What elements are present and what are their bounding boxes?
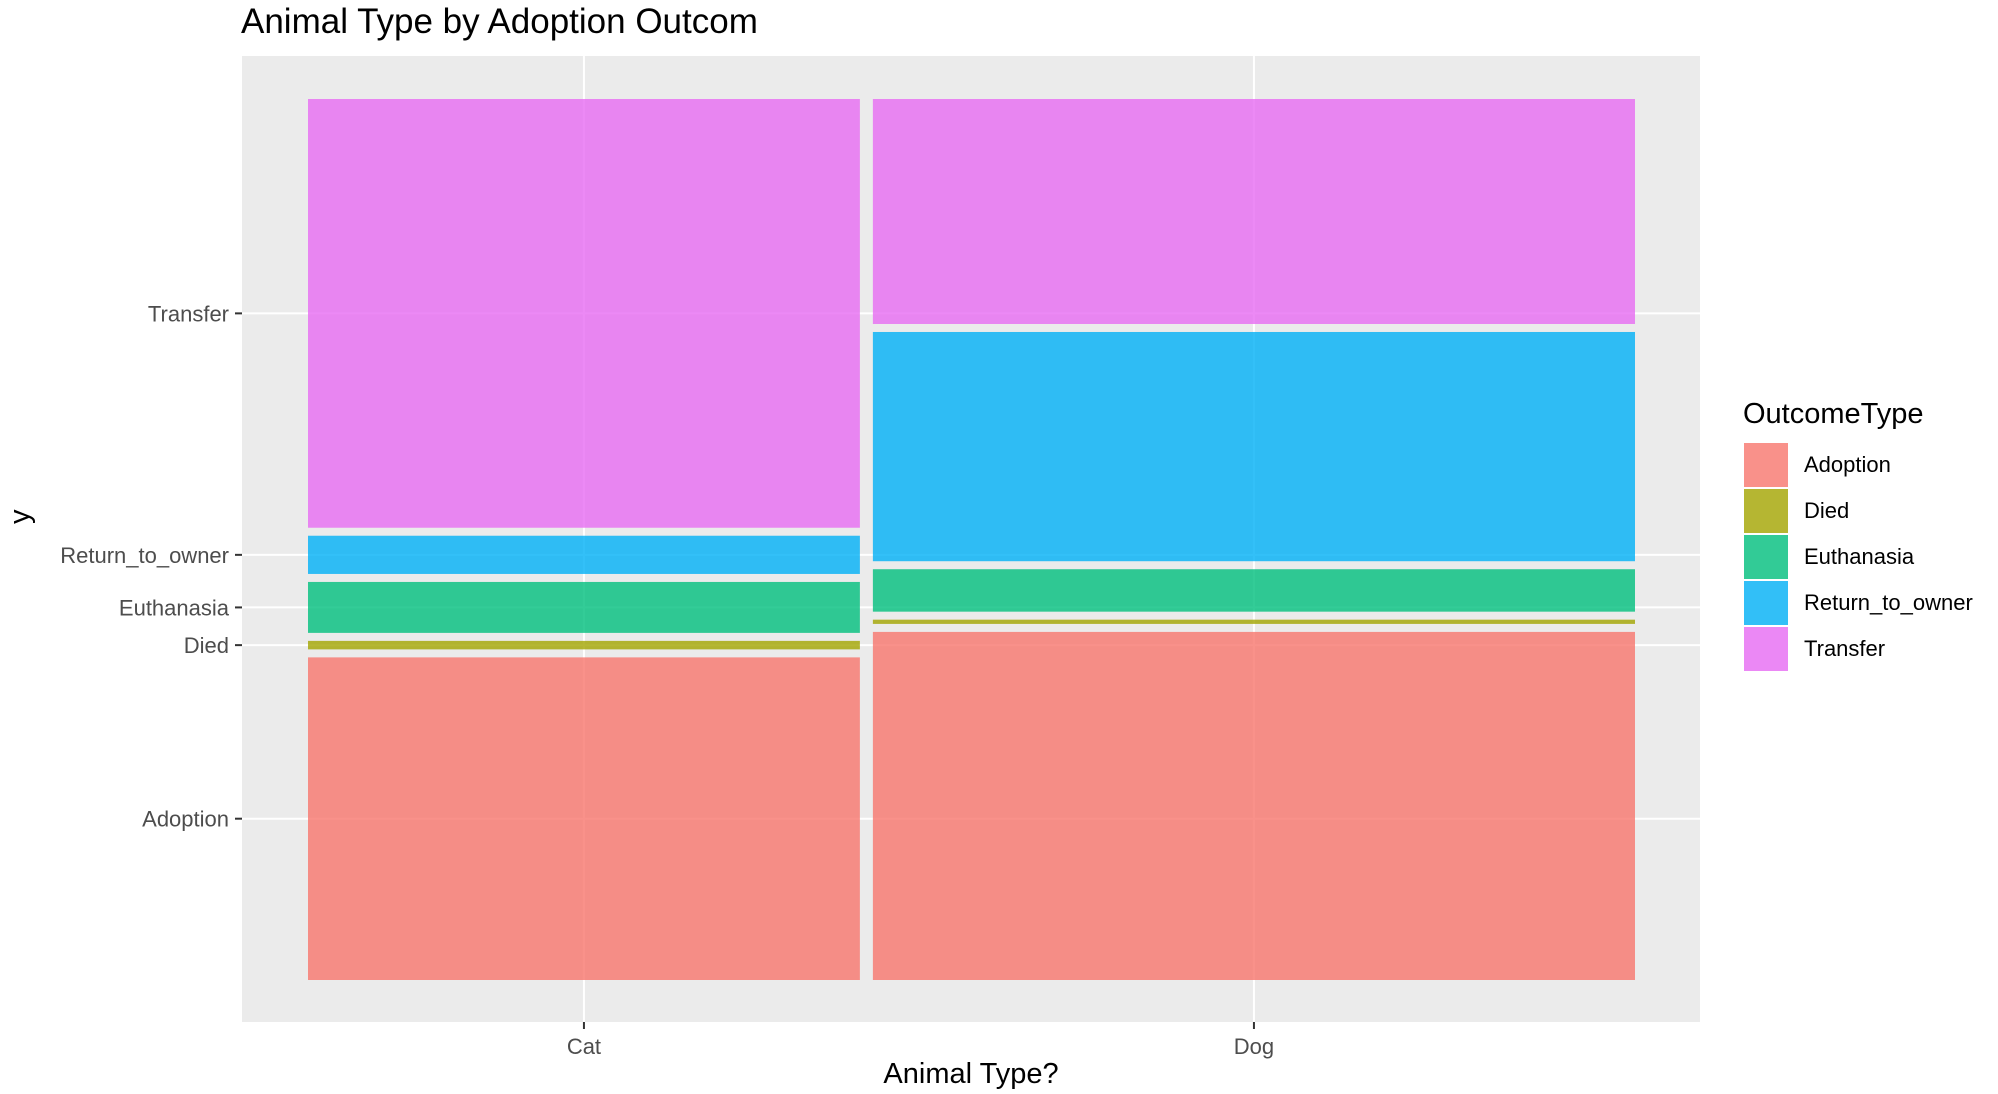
- legend-label: Return_to_owner: [1804, 590, 1973, 615]
- legend-item: Return_to_owner: [1743, 580, 1973, 626]
- mosaic-tile-dog-died: [872, 619, 1635, 624]
- legend-label: Transfer: [1804, 636, 1886, 661]
- legend-item: Euthanasia: [1743, 534, 1973, 580]
- mosaic-tile-cat-died: [308, 640, 860, 650]
- y-tick-label: Transfer: [148, 301, 229, 326]
- legend-item: Transfer: [1743, 626, 1973, 672]
- y-tick-label: Return_to_owner: [60, 543, 229, 568]
- legend-label: Euthanasia: [1804, 544, 1915, 569]
- mosaic-tile-cat-return-to-owner: [308, 535, 860, 574]
- y-axis-label: y: [4, 509, 36, 525]
- mosaic-tile-cat-euthanasia: [308, 581, 860, 633]
- legend-title: OutcomeType: [1743, 398, 1924, 430]
- legend: OutcomeType Adoption Died Euthanasia Return…: [1743, 398, 1973, 672]
- y-tick-label: Died: [184, 633, 229, 658]
- legend-swatch: [1743, 626, 1789, 672]
- mosaic-tile-cat-adoption: [308, 657, 860, 980]
- x-tick-label: Dog: [1234, 1034, 1274, 1059]
- mosaic-tile-dog-euthanasia: [872, 569, 1635, 612]
- x-tick-label: Cat: [567, 1034, 601, 1059]
- legend-swatch: [1743, 534, 1789, 580]
- mosaic-tile-cat-transfer: [308, 99, 860, 528]
- mosaic-tile-dog-transfer: [872, 99, 1635, 324]
- y-tick-label: Euthanasia: [119, 595, 230, 620]
- legend-item: Adoption: [1743, 442, 1973, 488]
- mosaic-tile-dog-return-to-owner: [872, 331, 1635, 562]
- legend-item: Died: [1743, 488, 1973, 534]
- mosaic-tile-dog-adoption: [872, 631, 1635, 980]
- x-axis-label: Animal Type?: [883, 1058, 1059, 1090]
- y-tick-label: Adoption: [142, 807, 229, 832]
- legend-label: Died: [1804, 498, 1850, 523]
- legend-label: Adoption: [1804, 452, 1891, 477]
- legend-swatch: [1743, 488, 1789, 534]
- legend-swatch: [1743, 442, 1789, 488]
- chart-title: Animal Type by Adoption Outcom: [241, 2, 758, 41]
- legend-swatch: [1743, 580, 1789, 626]
